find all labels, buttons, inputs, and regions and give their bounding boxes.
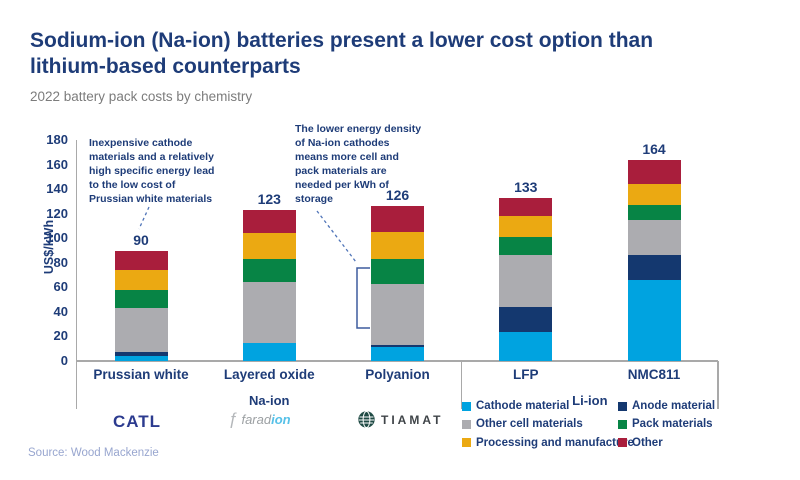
bar-segment bbox=[627, 219, 681, 256]
bar-total-label: 164 bbox=[642, 140, 666, 157]
bar-segment bbox=[499, 197, 553, 217]
bar-segment bbox=[627, 159, 681, 185]
bar-segment bbox=[371, 232, 424, 260]
bar-segment bbox=[114, 250, 168, 271]
bar-segment bbox=[114, 308, 168, 353]
bar-segment bbox=[242, 259, 296, 283]
annotation-prussian-white: Inexpensive cathode materials and a rela… bbox=[89, 137, 215, 205]
polyanion-bracket bbox=[356, 267, 370, 329]
faradion-loop-icon: ƒ bbox=[228, 409, 238, 428]
bar-segment bbox=[114, 289, 168, 309]
faradion-wordmark-accent: ion bbox=[271, 411, 291, 427]
bar-segment bbox=[114, 270, 168, 290]
faradion-logo: ƒ farad ion bbox=[228, 409, 291, 429]
legend-swatch bbox=[618, 419, 627, 429]
bar-segment bbox=[371, 206, 424, 233]
y-tick-label: 140 bbox=[46, 181, 68, 197]
legend-swatch bbox=[618, 401, 627, 411]
category-label: Prussian white bbox=[93, 367, 189, 382]
bar-segment bbox=[627, 255, 681, 280]
bar-segment bbox=[371, 283, 424, 346]
tiamat-wordmark: TIAMAT bbox=[381, 412, 444, 427]
legend-item: Other bbox=[618, 436, 663, 450]
y-tick-label: 60 bbox=[53, 279, 68, 295]
bar-segment bbox=[242, 233, 296, 260]
bar-total-label: 133 bbox=[514, 178, 538, 195]
legend-label: Pack materials bbox=[632, 418, 713, 431]
axis-group-label: Na-ion bbox=[249, 393, 290, 408]
bar-segment bbox=[627, 279, 681, 361]
y-tick-label: 20 bbox=[53, 328, 68, 344]
legend-swatch bbox=[462, 401, 471, 411]
bar-total-label: 126 bbox=[385, 187, 410, 204]
category-label: NMC811 bbox=[627, 367, 681, 382]
legend-swatch bbox=[462, 438, 471, 448]
bar-segment bbox=[371, 259, 424, 284]
bar-total-label: 123 bbox=[257, 190, 281, 207]
faradion-wordmark: farad bbox=[241, 411, 272, 427]
legend-item: Pack materials bbox=[618, 417, 713, 431]
legend-swatch bbox=[462, 419, 471, 429]
y-axis-title: US$/kWh bbox=[42, 219, 56, 275]
page-subtitle: 2022 battery pack costs by chemistry bbox=[30, 89, 253, 104]
y-tick-label: 180 bbox=[46, 132, 68, 147]
bar-segment bbox=[114, 352, 168, 357]
catl-logo: CATL bbox=[113, 412, 162, 431]
annotation-energy-density: The lower energy density of Na-ion catho… bbox=[295, 123, 422, 205]
legend-item: Processing and manufacture bbox=[462, 436, 634, 450]
y-tick-label: 80 bbox=[53, 254, 68, 270]
callout-line-polyanion bbox=[316, 210, 357, 263]
bar-segment bbox=[242, 342, 296, 361]
bar-segment bbox=[242, 209, 296, 234]
bar-segment bbox=[371, 347, 424, 361]
legend-label: Anode material bbox=[632, 400, 716, 412]
y-tick-label: 0 bbox=[60, 353, 68, 368]
chart-legend: Cathode material Anode material Other cell… bbox=[462, 399, 792, 455]
axis-group-label: Li-ion bbox=[572, 393, 608, 408]
legend-label: Processing and manufacture bbox=[476, 436, 634, 449]
bar-segment bbox=[627, 184, 681, 206]
y-tick-label: 160 bbox=[46, 156, 68, 172]
bar-segment bbox=[499, 255, 553, 307]
y-tick-label: 40 bbox=[53, 303, 68, 319]
bar-segment bbox=[499, 306, 553, 332]
category-label: Polyanion bbox=[365, 367, 430, 382]
bar-segment bbox=[627, 205, 681, 220]
tiamat-logo: TIAMAT bbox=[358, 411, 443, 428]
legend-label: Other cell materials bbox=[476, 418, 583, 431]
legend-item: Cathode material bbox=[462, 399, 569, 413]
category-label: LFP bbox=[513, 367, 539, 382]
bar-segment bbox=[499, 216, 553, 237]
y-tick-label: 120 bbox=[46, 205, 68, 221]
legend-label: Other bbox=[632, 436, 663, 449]
y-tick-label: 100 bbox=[46, 230, 68, 246]
y-axis-line bbox=[75, 140, 77, 409]
group-separator-line bbox=[717, 361, 719, 409]
source-note: Source: Wood Mackenzie bbox=[28, 447, 159, 459]
bar-segment bbox=[371, 345, 424, 348]
legend-item: Other cell materials bbox=[462, 417, 583, 431]
bar-segment bbox=[114, 356, 168, 361]
tiamat-globe-icon bbox=[358, 411, 375, 428]
legend-label: Cathode material bbox=[476, 400, 570, 412]
bar-segment bbox=[499, 236, 553, 256]
bar-segment bbox=[499, 331, 553, 361]
bar-segment bbox=[242, 282, 296, 343]
callout-line-prussian bbox=[138, 206, 150, 230]
page-title: Sodium-ion (Na-ion) batteries present a … bbox=[30, 29, 654, 79]
legend-item: Anode material bbox=[618, 399, 715, 413]
bar-total-label: 90 bbox=[133, 231, 149, 248]
legend-swatch bbox=[618, 438, 627, 448]
group-separator-line bbox=[460, 361, 463, 409]
category-label: Layered oxide bbox=[223, 367, 315, 382]
